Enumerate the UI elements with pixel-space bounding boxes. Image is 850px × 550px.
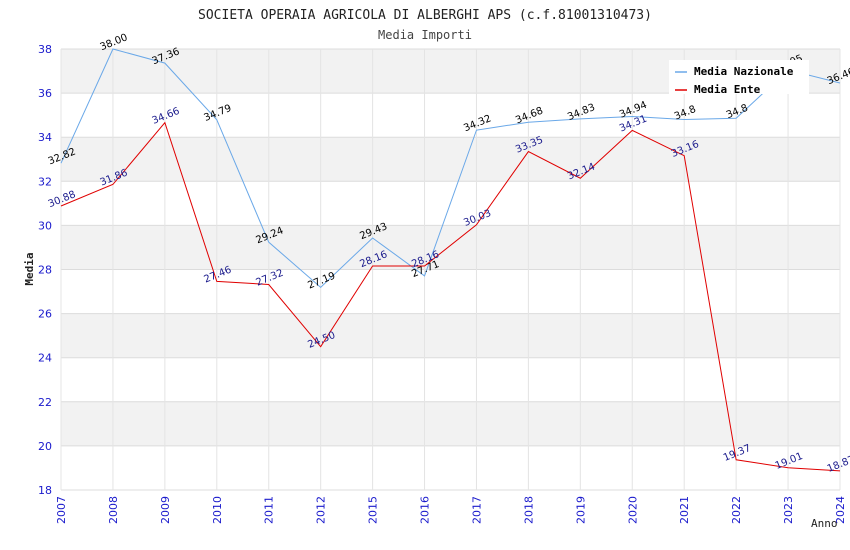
x-tick-label-2016: 2016 bbox=[419, 496, 432, 524]
band-22-24 bbox=[61, 357, 840, 402]
x-axis-ticks: 2007 2008 2009 2010 2011 2012 2015 2016 2017 2018… bbox=[55, 496, 847, 524]
y-tick-label-18: 18 bbox=[38, 484, 52, 497]
series-line-media-ente bbox=[60, 121, 841, 472]
y-tick-label-38: 38 bbox=[38, 43, 52, 56]
grid-lines bbox=[60, 48, 841, 491]
y-tick-label-20: 20 bbox=[38, 440, 52, 453]
x-axis-label: Anno bbox=[811, 517, 838, 530]
y-tick-label-36: 36 bbox=[38, 87, 52, 100]
chart-subtitle: Media Importi bbox=[378, 28, 472, 42]
y-axis-ticks: 18 20 22 24 26 28 30 32 34 36 38 bbox=[38, 43, 52, 497]
legend-label-media-nazionale: Media Nazionale bbox=[694, 65, 794, 78]
x-tick-label-2023: 2023 bbox=[782, 496, 795, 524]
chart-title: SOCIETA OPERAIA AGRICOLA DI ALBERGHI APS… bbox=[198, 8, 652, 23]
y-axis-label: Media bbox=[23, 252, 36, 285]
band-34-36 bbox=[61, 93, 840, 138]
legend-box bbox=[669, 60, 809, 94]
band-26-28 bbox=[61, 269, 840, 314]
band-20-22 bbox=[61, 401, 840, 446]
series-line-media-nazionale bbox=[60, 48, 841, 289]
x-tick-label-2008: 2008 bbox=[107, 496, 120, 524]
legend-label-media-ente: Media Ente bbox=[694, 83, 761, 96]
band-24-26 bbox=[61, 313, 840, 358]
x-tick-label-2007: 2007 bbox=[55, 496, 68, 524]
band-32-34 bbox=[61, 137, 840, 182]
y-tick-label-30: 30 bbox=[38, 219, 52, 232]
y-tick-label-32: 32 bbox=[38, 175, 52, 188]
x-tick-label-2018: 2018 bbox=[522, 496, 535, 524]
x-tick-label-2020: 2020 bbox=[626, 496, 639, 524]
y-tick-label-26: 26 bbox=[38, 308, 52, 321]
band-28-30 bbox=[61, 225, 840, 270]
y-tick-label-22: 22 bbox=[38, 396, 52, 409]
plot-background-bands bbox=[61, 49, 840, 490]
x-tick-label-2012: 2012 bbox=[315, 496, 328, 524]
y-tick-label-24: 24 bbox=[38, 352, 52, 365]
x-tick-label-2010: 2010 bbox=[211, 496, 224, 524]
x-tick-label-2015: 2015 bbox=[367, 496, 380, 524]
x-tick-label-2019: 2019 bbox=[574, 496, 587, 524]
y-tick-label-28: 28 bbox=[38, 264, 52, 277]
x-tick-label-2011: 2011 bbox=[263, 496, 276, 524]
x-tick-label-2022: 2022 bbox=[730, 496, 743, 524]
x-tick-label-2024: 2024 bbox=[834, 496, 847, 524]
band-18-20 bbox=[61, 445, 840, 490]
x-tick-label-2017: 2017 bbox=[470, 496, 483, 524]
x-tick-label-2009: 2009 bbox=[159, 496, 172, 524]
legend: Media Nazionale Media Ente bbox=[669, 60, 809, 96]
x-tick-label-2021: 2021 bbox=[678, 496, 691, 524]
y-tick-label-34: 34 bbox=[38, 131, 52, 144]
